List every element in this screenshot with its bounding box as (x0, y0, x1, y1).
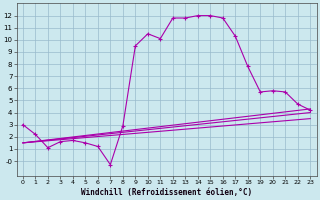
X-axis label: Windchill (Refroidissement éolien,°C): Windchill (Refroidissement éolien,°C) (81, 188, 252, 197)
